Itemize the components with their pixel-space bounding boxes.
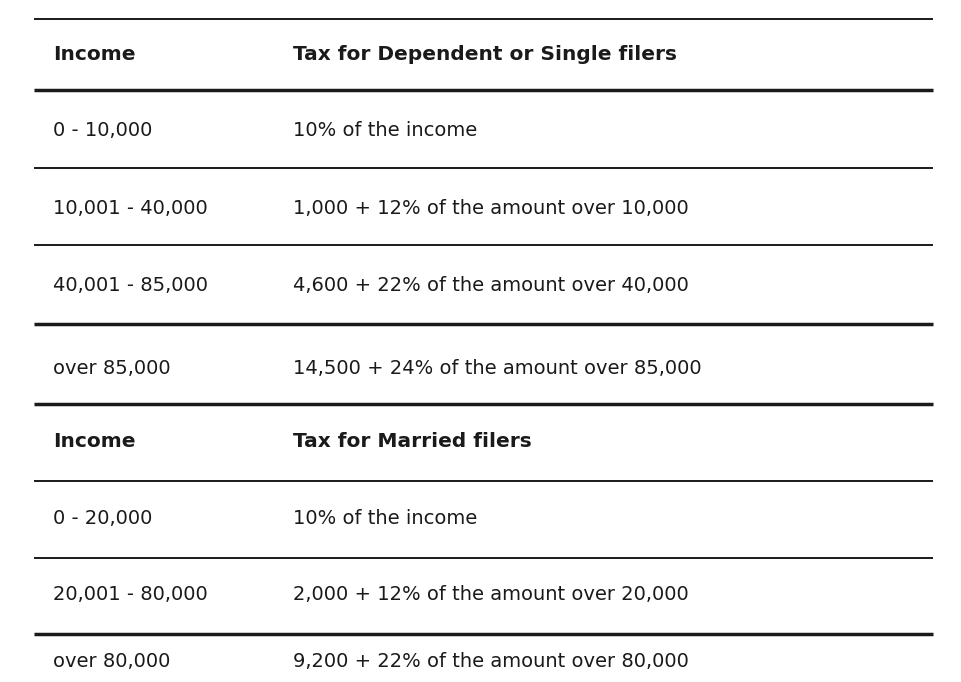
Text: 0 - 20,000: 0 - 20,000 — [53, 509, 152, 528]
Text: 10,001 - 40,000: 10,001 - 40,000 — [53, 198, 208, 218]
Text: 40,001 - 85,000: 40,001 - 85,000 — [53, 276, 208, 295]
Text: over 85,000: over 85,000 — [53, 359, 170, 378]
Text: 0 - 10,000: 0 - 10,000 — [53, 121, 152, 140]
Text: 20,001 - 80,000: 20,001 - 80,000 — [53, 585, 208, 604]
Text: Tax for Married filers: Tax for Married filers — [293, 432, 531, 451]
Text: Income: Income — [53, 45, 136, 64]
Text: 2,000 + 12% of the amount over 20,000: 2,000 + 12% of the amount over 20,000 — [293, 585, 688, 604]
Text: 14,500 + 24% of the amount over 85,000: 14,500 + 24% of the amount over 85,000 — [293, 359, 702, 378]
Text: 10% of the income: 10% of the income — [293, 509, 478, 528]
Text: 10% of the income: 10% of the income — [293, 121, 478, 140]
Text: Income: Income — [53, 432, 136, 451]
Text: 4,600 + 22% of the amount over 40,000: 4,600 + 22% of the amount over 40,000 — [293, 276, 689, 295]
Text: over 80,000: over 80,000 — [53, 652, 170, 671]
Text: Tax for Dependent or Single filers: Tax for Dependent or Single filers — [293, 45, 677, 64]
Text: 1,000 + 12% of the amount over 10,000: 1,000 + 12% of the amount over 10,000 — [293, 198, 688, 218]
Text: 9,200 + 22% of the amount over 80,000: 9,200 + 22% of the amount over 80,000 — [293, 652, 689, 671]
